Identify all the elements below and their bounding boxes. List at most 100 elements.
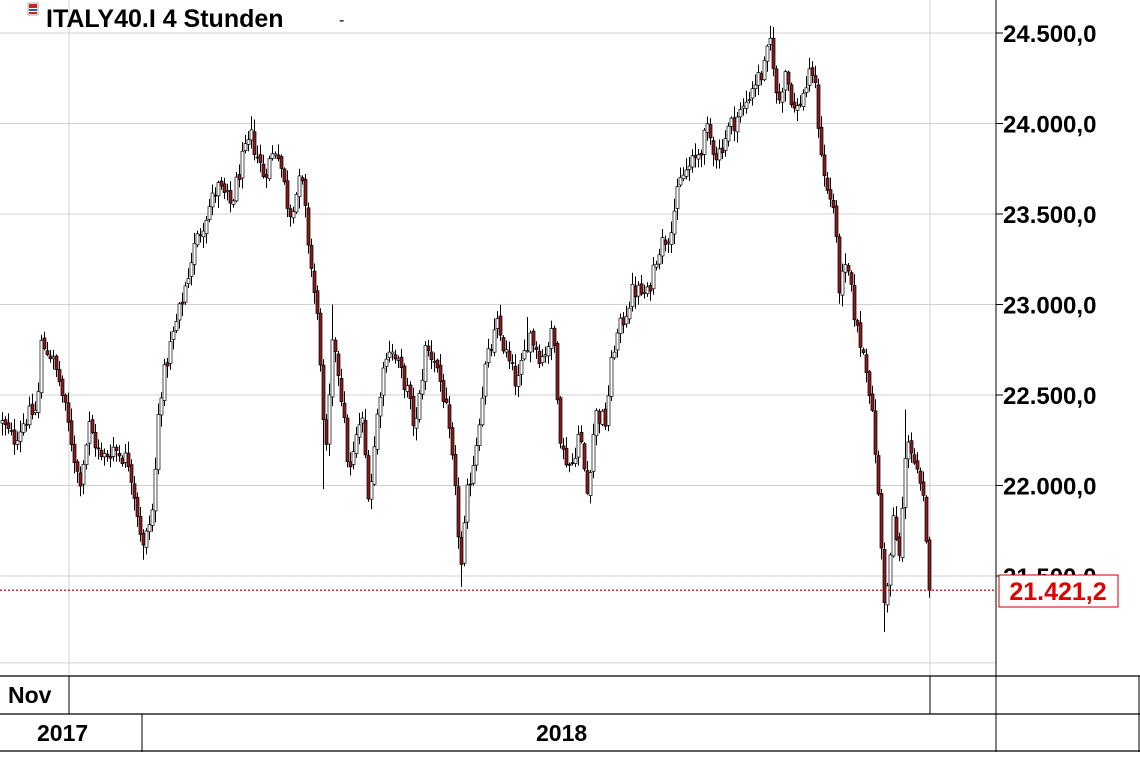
candle <box>609 350 614 401</box>
candle <box>561 437 566 460</box>
candle-body <box>369 481 374 500</box>
candle-body <box>231 200 236 205</box>
candle <box>510 354 515 371</box>
candle-body <box>189 262 194 277</box>
candle <box>810 61 815 83</box>
candle <box>579 425 584 444</box>
candle-body <box>879 493 884 549</box>
candle <box>39 334 44 399</box>
chart-title-dropdown[interactable]: - <box>339 12 344 29</box>
candle <box>105 450 110 462</box>
candle <box>63 393 68 411</box>
candle-body <box>780 91 785 103</box>
candle-body <box>171 330 176 340</box>
y-tick-label: 23.000,0 <box>1003 293 1096 320</box>
chart-title: ITALY40.I 4 Stunden <box>46 5 284 33</box>
candle-body <box>258 154 263 163</box>
last-price-badge: 21.421,2 <box>998 574 1119 608</box>
candle <box>660 229 665 264</box>
candle-body <box>396 358 401 361</box>
candle <box>204 216 209 244</box>
candle-body <box>822 154 827 177</box>
chart-header[interactable]: ITALY40.I 4 Stunden - <box>27 2 344 33</box>
candle-body <box>861 349 866 353</box>
candle <box>465 478 470 529</box>
candle-body <box>645 286 650 294</box>
candle <box>303 173 308 218</box>
candle-body <box>651 264 656 290</box>
candle <box>522 339 527 361</box>
candle-body <box>150 509 155 526</box>
candle-body <box>114 446 119 451</box>
candle-body <box>732 117 737 131</box>
candle-body <box>654 263 659 268</box>
candle-body <box>240 150 245 179</box>
candle-body <box>819 126 824 156</box>
candle-body <box>192 243 197 265</box>
candle-body <box>855 320 860 326</box>
candle <box>831 193 836 214</box>
candle <box>66 392 71 432</box>
candle <box>900 496 905 562</box>
candle-body <box>360 417 365 424</box>
candle <box>903 409 908 520</box>
candle-body <box>756 72 761 86</box>
candle-body <box>249 129 254 141</box>
candle <box>672 198 677 244</box>
candle <box>234 172 239 203</box>
candle-body <box>705 123 710 133</box>
candle <box>795 98 800 122</box>
candle-body <box>549 328 554 349</box>
candle <box>651 256 656 295</box>
candle-body <box>420 379 425 395</box>
candle-body <box>909 440 914 454</box>
candle-body <box>117 452 122 457</box>
candle-body <box>690 155 695 168</box>
candle-body <box>474 445 479 466</box>
candle <box>75 459 80 483</box>
candle-body <box>216 182 221 197</box>
candle-body <box>897 536 902 556</box>
candle-body <box>477 424 482 446</box>
candle-body <box>618 317 623 334</box>
candle <box>312 263 317 304</box>
candle-body <box>144 530 149 548</box>
candle-body <box>330 339 335 398</box>
candle-body <box>0 420 5 424</box>
candle <box>138 507 143 542</box>
candle-body <box>657 254 662 265</box>
candle-body <box>573 457 578 464</box>
candle <box>531 328 536 353</box>
candle-body <box>111 446 116 457</box>
candle <box>498 304 503 341</box>
candle-body <box>912 454 917 464</box>
candle-body <box>567 464 572 466</box>
candle <box>441 374 446 409</box>
candle-body <box>222 183 227 193</box>
candle <box>159 392 164 427</box>
candle-body <box>312 270 317 294</box>
candle-body <box>894 516 899 540</box>
candle-body <box>309 245 314 269</box>
candle <box>471 455 476 486</box>
candle <box>342 391 347 424</box>
candle <box>183 282 188 305</box>
candle <box>390 343 395 361</box>
candle <box>912 448 917 465</box>
candle-body <box>621 317 626 326</box>
candle <box>450 422 455 460</box>
candle <box>864 348 869 383</box>
candle <box>36 382 41 419</box>
candle-body <box>246 139 251 145</box>
candle-body <box>765 45 770 62</box>
candle <box>807 57 812 92</box>
candle-body <box>723 138 728 151</box>
candle-body <box>507 350 512 362</box>
candle <box>57 360 62 387</box>
candle-body <box>168 341 173 364</box>
candle <box>294 192 299 214</box>
candle-body <box>195 233 200 246</box>
candle <box>750 81 755 106</box>
candle-body <box>84 444 89 466</box>
